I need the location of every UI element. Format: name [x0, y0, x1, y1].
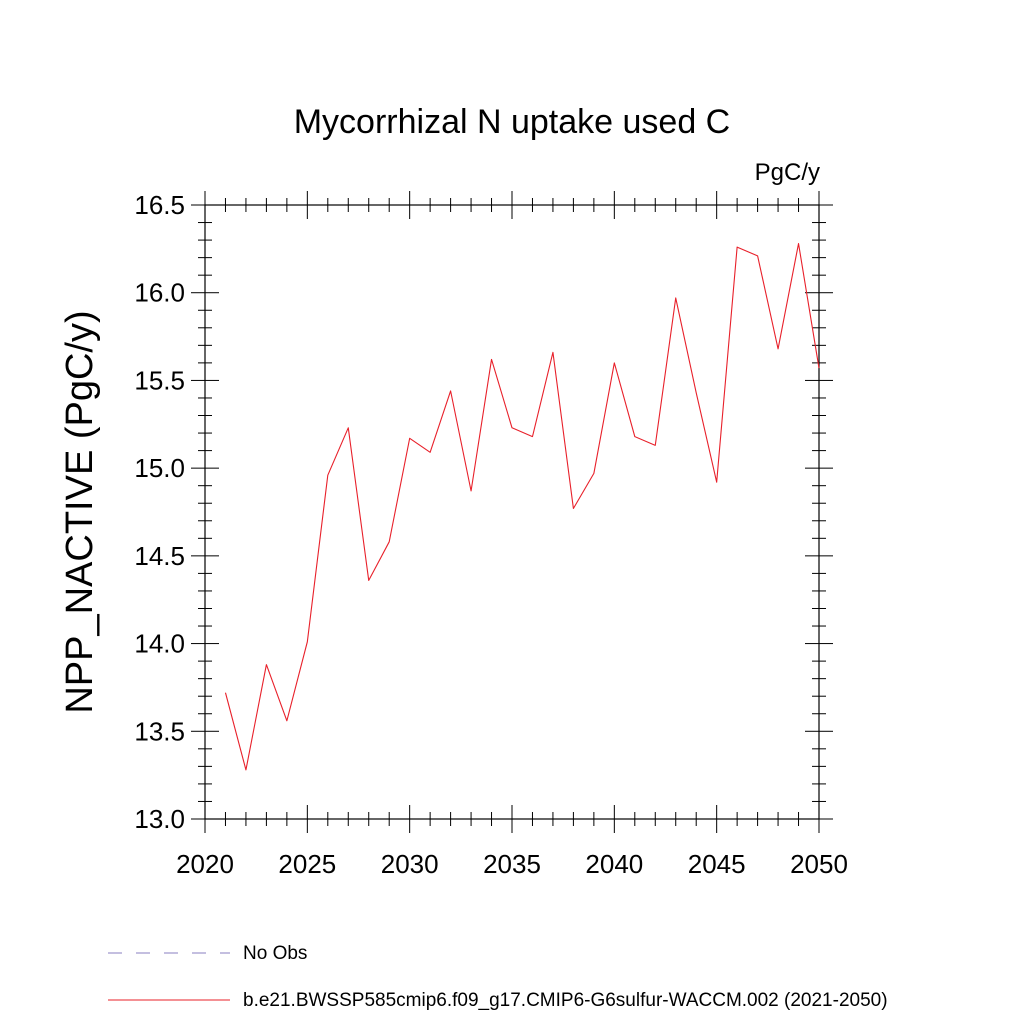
y-tick-label: 15.5 — [134, 365, 185, 395]
plot-border — [204, 204, 820, 820]
y-tick-label: 13.0 — [134, 804, 185, 834]
chart-title: Mycorrhizal N uptake used C — [294, 103, 731, 141]
legend-label-no-obs: No Obs — [243, 943, 307, 964]
y-axis-label: NPP_NACTIVE (PgC/y) — [59, 310, 101, 713]
x-tick-label: 2040 — [585, 849, 643, 879]
units-label: PgC/y — [755, 159, 820, 186]
series-line — [224, 243, 820, 771]
x-tick-label: 2030 — [381, 849, 439, 879]
y-tick-label: 14.0 — [134, 629, 185, 659]
x-tick-label: 2025 — [278, 849, 336, 879]
y-tick-label: 13.5 — [134, 716, 185, 746]
series-lines — [224, 243, 820, 771]
x-tick-label: 2050 — [790, 849, 848, 879]
y-tick-label: 16.0 — [134, 278, 185, 308]
y-tick-label: 15.0 — [134, 453, 185, 483]
y-tick-label: 14.5 — [134, 541, 185, 571]
x-tick-label: 2035 — [483, 849, 541, 879]
y-tick-label: 16.5 — [134, 190, 185, 220]
axis-ticks: 2020 2025 2030 2035 2040 2045 2050 13.0 13.5 14.0… — [134, 190, 848, 879]
plot-frame — [204, 204, 820, 820]
legend-label-model-run: b.e21.BWSSP585cmip6.f09_g17.CMIP6-G6sulf… — [243, 990, 888, 1011]
x-tick-label: 2045 — [688, 849, 746, 879]
legend: No Obs b.e21.BWSSP585cmip6.f09_g17.CMIP6… — [108, 943, 888, 1011]
x-tick-label: 2020 — [176, 849, 234, 879]
